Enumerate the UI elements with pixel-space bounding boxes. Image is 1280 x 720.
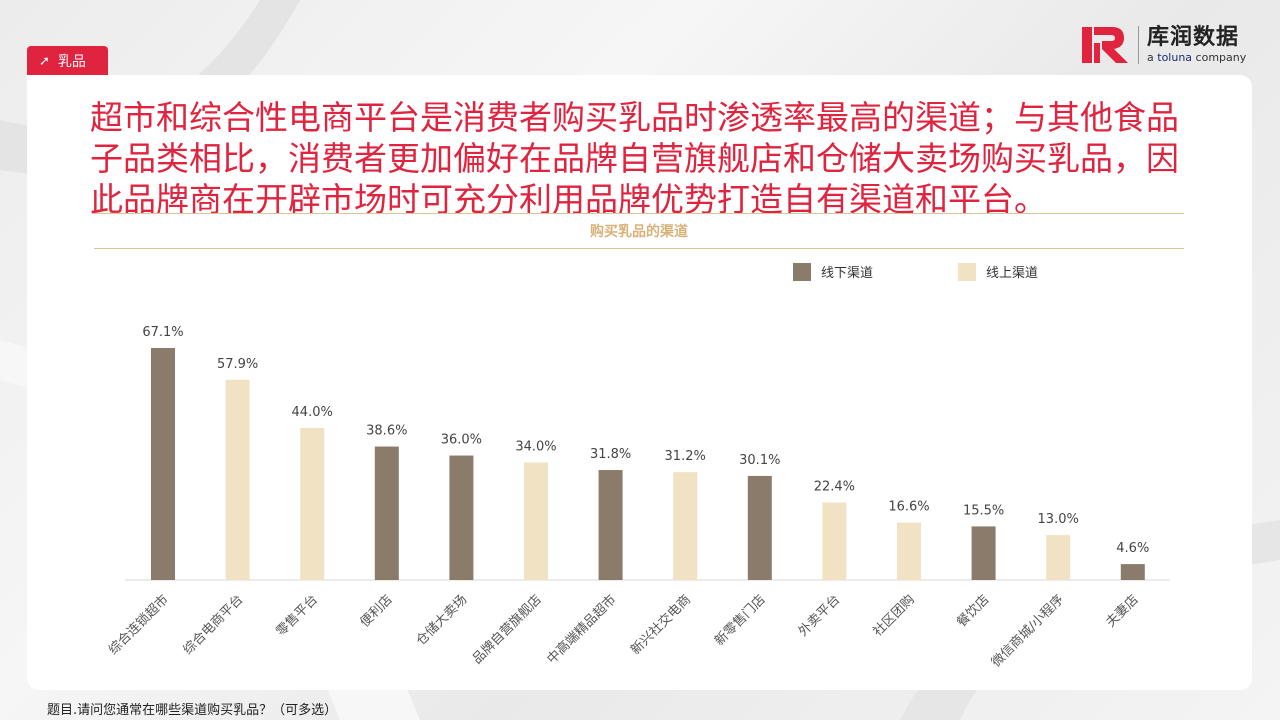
bar-2	[225, 379, 250, 580]
category-tag-label: 乳品	[57, 54, 86, 70]
data-label-7: 31.8%	[590, 447, 631, 462]
logo-brand-en: a toluna company	[1147, 51, 1246, 65]
data-label-3: 44.0%	[292, 405, 333, 420]
data-label-9: 30.1%	[739, 453, 780, 468]
x-tick-label-9: 新零售门店	[711, 592, 768, 649]
x-tick-label-6: 品牌自营旗舰店	[469, 592, 545, 668]
data-label-1: 67.1%	[142, 325, 183, 340]
logo-divider	[1138, 26, 1139, 64]
data-label-4: 38.6%	[366, 424, 407, 439]
x-tick-label-5: 仓储大卖场	[414, 592, 471, 649]
x-tick-label-12: 餐饮店	[954, 592, 993, 631]
bar-6	[524, 462, 548, 580]
data-label-8: 31.2%	[665, 449, 706, 464]
x-tick-label-8: 新兴社交电商	[628, 592, 694, 658]
data-label-11: 16.6%	[888, 500, 929, 515]
bar-1	[151, 348, 175, 580]
chart-title: 购买乳品的渠道	[590, 224, 688, 240]
data-label-12: 15.5%	[963, 503, 1004, 518]
legend-item-online: 线上渠道	[958, 262, 1038, 281]
logo-brand-en-prefix: a	[1147, 51, 1158, 64]
logo-brand-cn: 库润数据	[1147, 25, 1240, 50]
bar-7	[598, 470, 623, 580]
x-tick-label-3: 零售平台	[273, 592, 321, 640]
x-tick-label-7: 中高端精品超市	[544, 592, 620, 668]
bar-8	[673, 472, 698, 580]
bar-3	[300, 427, 325, 580]
bar-12	[971, 526, 996, 580]
data-label-5: 36.0%	[441, 433, 482, 448]
bar-9	[747, 475, 772, 580]
legend-swatch-offline	[793, 262, 811, 281]
category-tag: ➚ 乳品	[27, 46, 108, 76]
x-tick-label-10: 外卖平台	[796, 592, 843, 639]
data-label-2: 57.9%	[217, 357, 258, 372]
x-tick-label-11: 社区团购	[870, 592, 918, 640]
legend-item-offline: 线下渠道	[793, 262, 873, 281]
company-logo: 库润数据 a toluna company	[1080, 22, 1246, 68]
x-tick-label-13: 微信商城/小程序	[989, 592, 1067, 670]
data-label-13: 13.0%	[1038, 512, 1079, 527]
logo-brand-en-suffix: company	[1192, 51, 1247, 64]
bar-11	[897, 522, 921, 580]
logo-text: 库润数据 a toluna company	[1147, 25, 1246, 65]
legend-label-online: 线上渠道	[986, 266, 1039, 281]
logo-brand-en-brand: toluna	[1157, 51, 1193, 64]
arrow-up-right-icon: ➚	[39, 53, 50, 69]
data-label-10: 22.4%	[814, 480, 855, 495]
headline: 超市和综合性电商平台是消费者购买乳品时渗透率最高的渠道；与其他食品子品类相比，消…	[90, 98, 1179, 219]
legend-swatch-online	[958, 262, 976, 281]
bar-13	[1046, 535, 1071, 580]
logo-mark-icon	[1082, 27, 1128, 63]
chart-title-bar: 购买乳品的渠道	[94, 213, 1184, 249]
bar-14	[1120, 564, 1145, 580]
bar-4	[374, 446, 399, 580]
x-tick-label-2: 综合电商平台	[181, 592, 247, 658]
legend-label-offline: 线下渠道	[821, 266, 874, 281]
x-tick-label-1: 综合连锁超市	[105, 592, 171, 658]
data-label-14: 4.6%	[1116, 541, 1149, 556]
bar-5	[449, 455, 474, 580]
x-tick-label-14: 夫妻店	[1103, 592, 1141, 630]
footnote: 题目.请问您通常在哪些渠道购买乳品？（可多选）	[47, 703, 338, 718]
bar-10	[822, 502, 847, 580]
data-label-6: 34.0%	[515, 439, 556, 454]
x-tick-label-4: 便利店	[357, 592, 395, 630]
